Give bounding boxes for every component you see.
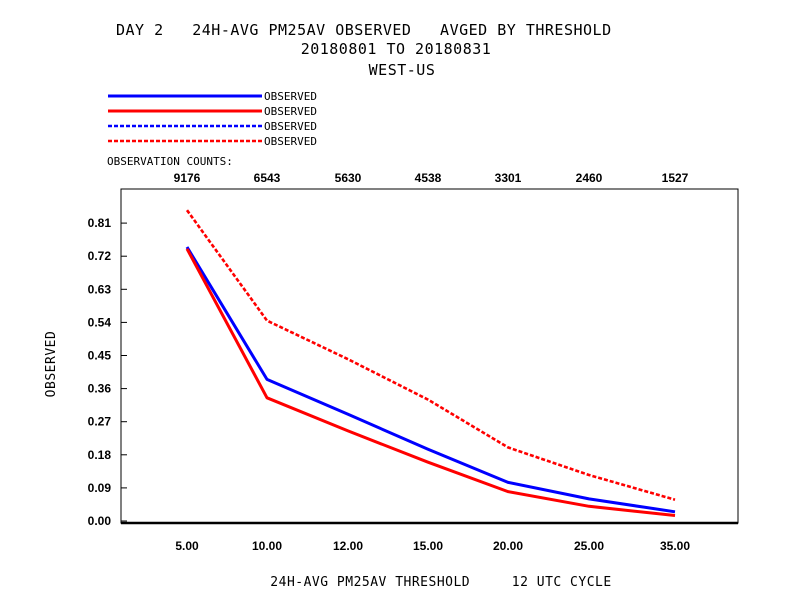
observation-counts: 9176 6543 5630 4538 3301 2460 1527 xyxy=(174,171,689,185)
chart-title-line-2: 20180801 TO 20180831 xyxy=(301,40,492,58)
y-tick-label: 0.63 xyxy=(88,282,112,296)
y-tick-label: 0.18 xyxy=(88,448,112,462)
observation-counts-label: OBSERVATION COUNTS: xyxy=(107,155,233,168)
y-axis: 0.00 0.09 0.18 0.27 0.36 0.45 0.54 0.63 0.72 0.81 xyxy=(88,216,127,528)
observation-count: 6543 xyxy=(254,171,281,185)
y-tick-label: 0.00 xyxy=(88,514,112,528)
x-tick-label: 5.00 xyxy=(175,539,199,553)
series-line-3 xyxy=(185,209,676,501)
legend: OBSERVED OBSERVED OBSERVED OBSERVED xyxy=(108,90,317,148)
legend-label-1: OBSERVED xyxy=(264,90,317,103)
chart-title-line-1: DAY 2 24H-AVG PM25AV OBSERVED AVGED BY T… xyxy=(116,21,612,39)
observation-count: 1527 xyxy=(662,171,689,185)
y-tick-label: 0.72 xyxy=(88,249,112,263)
plot-frame xyxy=(120,188,739,524)
x-axis: 5.00 10.00 12.00 15.00 20.00 25.00 35.00 xyxy=(175,539,690,553)
observation-count: 2460 xyxy=(576,171,603,185)
x-tick-label: 12.00 xyxy=(333,539,363,553)
y-tick-label: 0.27 xyxy=(88,415,112,429)
x-tick-label: 35.00 xyxy=(660,539,690,553)
legend-label-4: OBSERVED xyxy=(264,135,317,148)
observation-count: 4538 xyxy=(415,171,442,185)
y-axis-label: OBSERVED xyxy=(44,331,59,398)
observation-count: 5630 xyxy=(335,171,362,185)
observation-count: 3301 xyxy=(495,171,522,185)
y-tick-label: 0.81 xyxy=(88,216,112,230)
x-tick-label: 10.00 xyxy=(252,539,282,553)
series-line-2 xyxy=(185,248,676,517)
x-tick-label: 15.00 xyxy=(413,539,443,553)
legend-label-3: OBSERVED xyxy=(264,120,317,133)
series-line-1 xyxy=(185,246,676,514)
y-tick-label: 0.36 xyxy=(88,382,112,396)
y-tick-label: 0.54 xyxy=(88,315,112,329)
chart-title-line-3: WEST-US xyxy=(369,61,436,79)
observation-count: 9176 xyxy=(174,171,201,185)
x-tick-label: 25.00 xyxy=(574,539,604,553)
legend-label-2: OBSERVED xyxy=(264,105,317,118)
x-axis-label: 24H-AVG PM25AV THRESHOLD 12 UTC CYCLE xyxy=(270,575,611,590)
x-tick-label: 20.00 xyxy=(493,539,523,553)
series-layer xyxy=(185,209,676,517)
y-tick-label: 0.45 xyxy=(88,349,112,363)
y-tick-label: 0.09 xyxy=(88,481,112,495)
